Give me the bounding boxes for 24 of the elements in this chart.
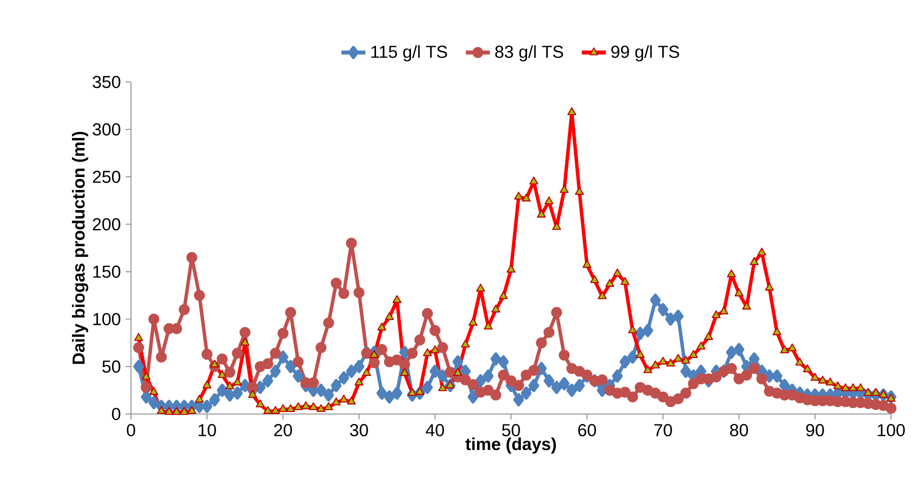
y-axis-title: Daily biogas production (ml) xyxy=(72,132,88,364)
x-tick-label: 80 xyxy=(730,424,748,436)
x-tick-label: 50 xyxy=(502,424,520,436)
x-tick-label: 20 xyxy=(274,424,292,436)
legend-label: 99 g/l TS xyxy=(611,45,680,62)
x-axis-title: time (days) xyxy=(465,437,556,454)
x-tick-label: 30 xyxy=(350,424,368,436)
legend-label: 83 g/l TS xyxy=(495,45,564,62)
y-tick-label: 150 xyxy=(93,266,120,278)
y-tick-label: 200 xyxy=(92,218,120,230)
x-tick-label: 40 xyxy=(426,424,444,436)
x-tick-label: 10 xyxy=(198,424,216,436)
y-tick-label: 350 xyxy=(92,76,120,88)
x-tick-label: 60 xyxy=(578,424,596,436)
y-tick-label: 50 xyxy=(102,360,120,373)
x-tick-label: 90 xyxy=(806,424,824,436)
y-tick-label: 300 xyxy=(92,123,120,136)
x-tick-label: 0 xyxy=(126,424,136,436)
y-tick-label: 250 xyxy=(92,170,120,183)
x-tick-label: 100 xyxy=(878,424,905,436)
legend-label: 115 g/l TS xyxy=(371,45,448,62)
y-tick-label: 100 xyxy=(93,312,120,326)
x-tick-label: 70 xyxy=(654,424,672,436)
y-tick-label: 0 xyxy=(112,408,120,420)
